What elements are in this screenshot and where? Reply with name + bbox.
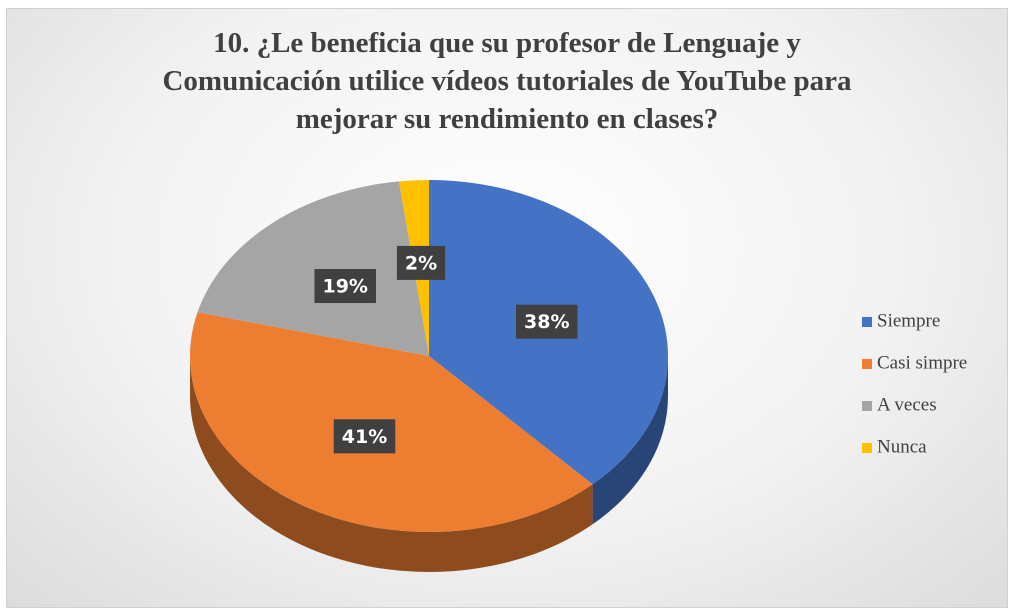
legend-swatch [862,401,872,411]
chart-title: 10. ¿Le beneficia que su profesor de Len… [162,27,852,135]
data-label: 2% [405,252,437,274]
legend-swatch [862,317,872,327]
legend-swatch [862,359,872,369]
data-label: 41% [342,426,387,448]
legend-swatch [862,443,872,453]
slice [197,181,429,356]
slice-side [592,356,668,525]
label-box [314,269,376,304]
legend-label: Casi simpre [877,352,967,373]
label-box [516,304,578,339]
data-label: 38% [524,311,569,333]
label-box [396,245,446,280]
legend-label: Siempre [877,310,940,331]
data-label: 19% [322,276,367,298]
label-box [333,419,396,454]
slice-side [190,356,593,572]
legend-label: A veces [877,394,937,415]
legend-label: Nunca [877,436,927,457]
